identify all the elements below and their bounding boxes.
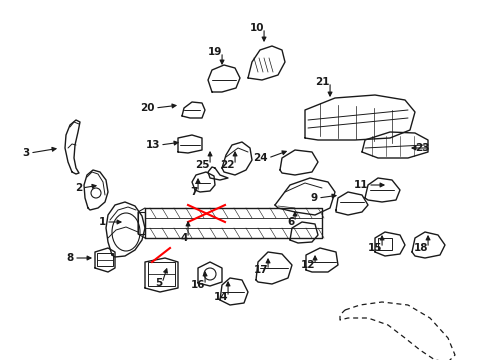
Text: 15: 15	[367, 243, 381, 253]
Text: 12: 12	[300, 260, 314, 270]
Text: 4: 4	[180, 233, 187, 243]
Text: 24: 24	[253, 153, 267, 163]
Text: 22: 22	[220, 160, 235, 170]
Bar	[377, 238, 391, 250]
Text: 13: 13	[145, 140, 160, 150]
Text: 23: 23	[415, 143, 429, 153]
Text: 25: 25	[195, 160, 209, 170]
Text: 8: 8	[67, 253, 74, 263]
Text: 2: 2	[75, 183, 82, 193]
Text: 9: 9	[310, 193, 317, 203]
Bar	[97, 253, 113, 266]
Text: 11: 11	[353, 180, 367, 190]
Text: 17: 17	[253, 265, 267, 275]
Text: 7: 7	[190, 187, 198, 197]
Text: 6: 6	[287, 217, 294, 227]
Text: 1: 1	[99, 217, 106, 227]
Text: 20: 20	[140, 103, 155, 113]
Bar	[148, 262, 175, 286]
Text: 3: 3	[23, 148, 30, 158]
Text: 19: 19	[207, 47, 222, 57]
Text: 5: 5	[154, 278, 162, 288]
Text: 10: 10	[249, 23, 264, 33]
Text: 21: 21	[315, 77, 329, 87]
Bar	[138, 212, 145, 234]
Text: 18: 18	[413, 243, 427, 253]
Text: 14: 14	[213, 292, 227, 302]
Text: 16: 16	[190, 280, 204, 290]
